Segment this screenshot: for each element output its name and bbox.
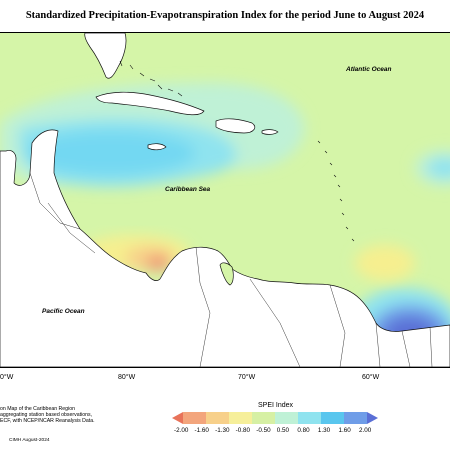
lake-maracaibo	[219, 262, 234, 286]
country-borders	[29, 172, 433, 367]
note-line: aggregating station based observations,	[0, 412, 92, 419]
lesser-antilles	[317, 140, 355, 242]
note-line: ECF, with NCEP/NCAR Reanalysis Data.	[0, 418, 95, 425]
legend-label: -0.80	[235, 427, 251, 434]
legend-label: -2.00	[174, 427, 189, 434]
legend-title: SPEI Index	[258, 402, 294, 409]
legend-swatch	[367, 412, 378, 424]
legend-swatch	[229, 412, 252, 424]
longitude-tick: 0°W	[0, 374, 14, 381]
puerto-rico	[261, 129, 279, 135]
map-title: Standardized Precipitation-Evapotranspir…	[25, 10, 425, 21]
legend-label: 2.00	[359, 427, 372, 434]
legend-swatch	[252, 412, 275, 424]
legend-swatch	[298, 412, 321, 424]
legend-swatch	[344, 412, 367, 424]
note-line: on Map of the Caribbean Region	[0, 406, 75, 412]
legend-swatch	[206, 412, 229, 424]
bahamas	[119, 60, 183, 97]
pacific-ocean-label: Pacific Ocean	[42, 308, 85, 315]
map-canvas	[0, 33, 450, 367]
longitude-tick: 80°W	[118, 374, 136, 381]
spei-map	[0, 32, 450, 368]
legend-swatch	[183, 412, 206, 424]
longitude-tick: 70°W	[238, 374, 256, 381]
cuba	[95, 91, 205, 116]
legend-labels: -2.00 -1.60 -1.30 -0.80 -0.50 0.50 0.80 …	[174, 427, 372, 437]
florida	[84, 33, 127, 79]
legend-label: -1.30	[215, 427, 230, 434]
small-islands	[119, 60, 355, 242]
legend-label: 1.30	[317, 427, 331, 434]
legend-label: -1.60	[194, 427, 209, 434]
legend-colorbar	[172, 412, 378, 424]
longitude-tick: 60°W	[362, 374, 380, 381]
caribbean-sea-label: Caribbean Sea	[165, 186, 211, 193]
legend-label: 0.50	[276, 427, 290, 434]
mainland	[0, 129, 450, 367]
map-notes: on Map of the Caribbean Region aggregati…	[0, 406, 95, 425]
jamaica	[147, 143, 167, 151]
land-masses	[0, 33, 450, 367]
legend-label: 1.60	[338, 427, 351, 434]
legend-label: -0.50	[256, 427, 271, 434]
legend-swatch	[275, 412, 298, 424]
footer-credit: CIMH August-2024	[9, 438, 50, 443]
hispaniola	[215, 118, 256, 134]
legend-swatch	[321, 412, 344, 424]
legend-swatch	[172, 412, 183, 424]
atlantic-ocean-label: Atlantic Ocean	[346, 66, 392, 73]
legend-label: 0.80	[297, 427, 310, 434]
